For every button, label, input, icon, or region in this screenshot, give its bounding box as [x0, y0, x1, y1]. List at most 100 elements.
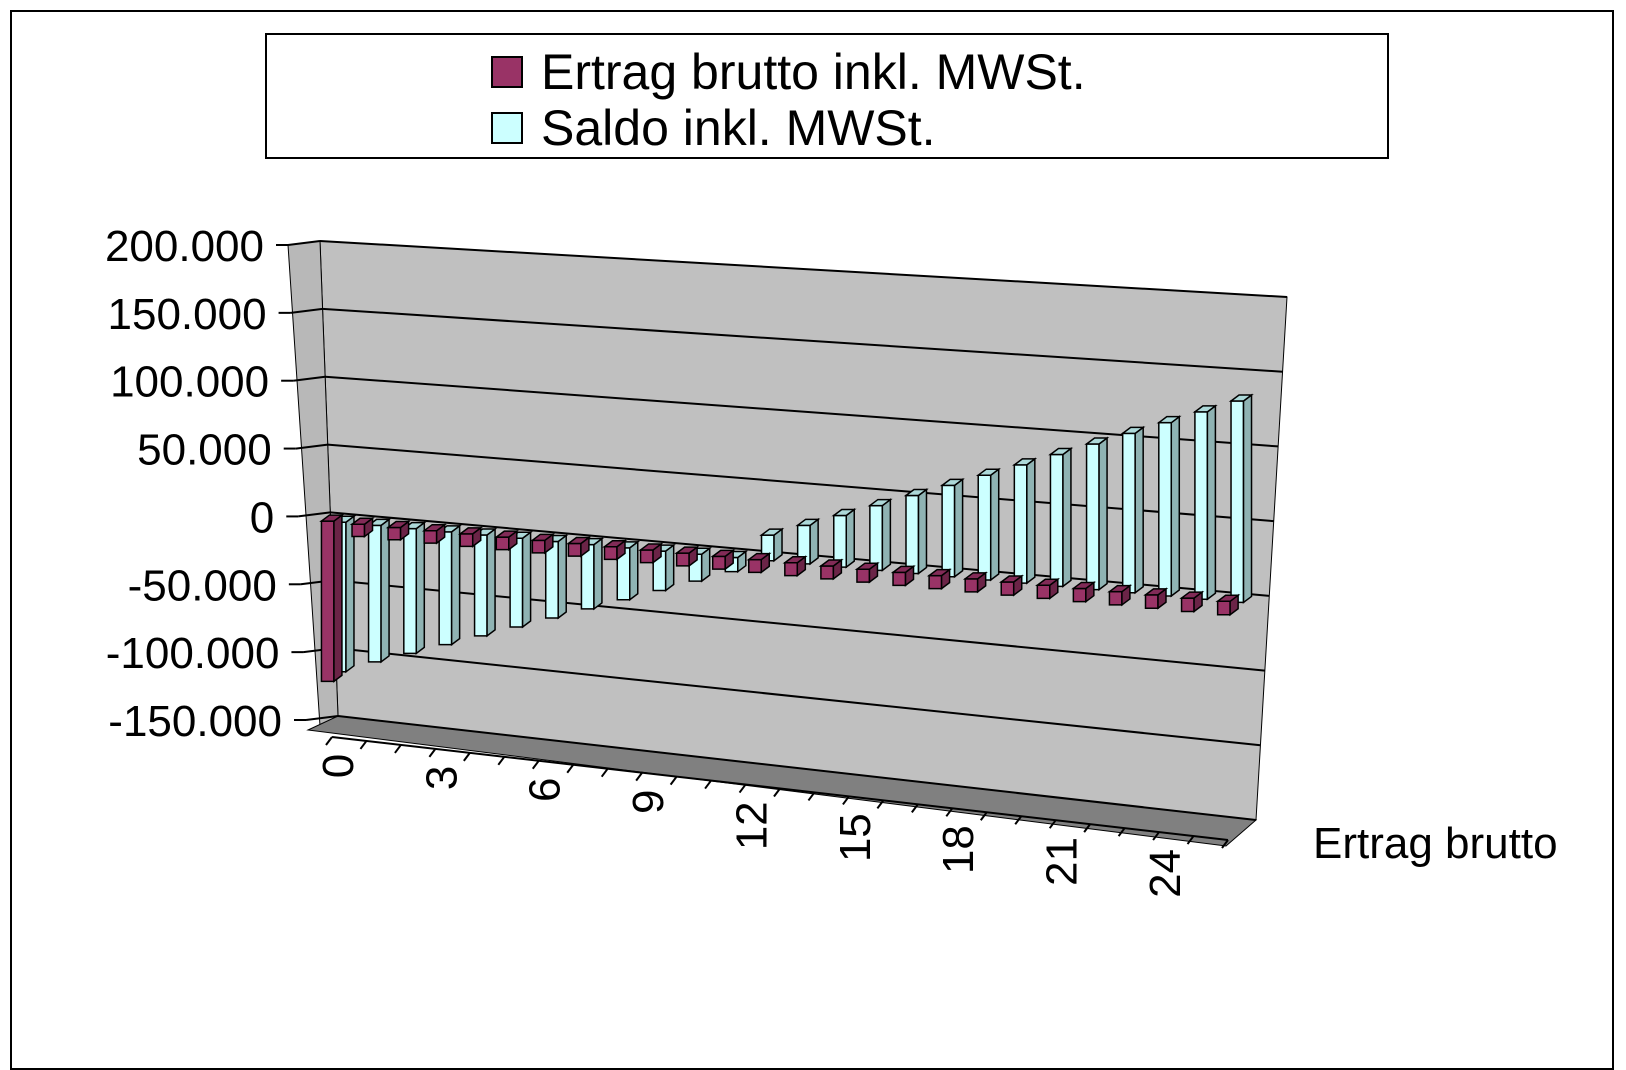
bar-ertrag-6: [530, 532, 556, 555]
x-tick-mark: [1186, 835, 1195, 845]
bar-ertrag-0: [319, 513, 345, 683]
bar-saldo-19: [1012, 457, 1038, 585]
bar-ertrag-25: [1215, 593, 1241, 617]
chart-area: Ertrag brutto inkl. MWSt. Saldo inkl. MW…: [10, 10, 1614, 1070]
bar-ertrag-9: [638, 542, 664, 565]
y-tick-label: 200.000: [105, 222, 264, 271]
x-tick-label: 9: [624, 789, 673, 813]
x-tick-mark: [1048, 819, 1057, 829]
y-tick-label: -100.000: [106, 629, 280, 678]
bar-saldo-23: [1156, 415, 1182, 598]
bar-ertrag-13: [782, 555, 808, 578]
bar-saldo-20: [1048, 446, 1074, 588]
bar-ertrag-17: [926, 568, 952, 591]
gridline: [319, 240, 1288, 298]
x-tick-mark: [394, 744, 402, 754]
bar-ertrag-11: [710, 548, 736, 571]
x-tick-mark: [911, 803, 919, 813]
x-axis-title: Ertrag brutto: [1313, 819, 1558, 868]
x-tick-mark: [635, 772, 643, 782]
x-tick-mark: [738, 783, 747, 794]
bar-ertrag-16: [890, 564, 916, 587]
bar-saldo-5: [507, 530, 533, 629]
x-tick-mark: [842, 795, 850, 806]
bar-ertrag-10: [674, 545, 700, 568]
side-gridline: [290, 307, 323, 314]
bar-ertrag-7: [566, 536, 592, 558]
x-tick-label: 15: [831, 813, 880, 862]
y-tick-label: -150.000: [108, 697, 282, 746]
bar-saldo-16: [903, 488, 929, 576]
legend-item-ertrag: Ertrag brutto inkl. MWSt.: [491, 47, 1086, 97]
bar-ertrag-12: [746, 552, 772, 574]
bar-saldo-2: [401, 521, 427, 655]
bar-ertrag-2: [385, 519, 411, 542]
x-tick-mark: [1221, 839, 1229, 849]
gridline: [325, 375, 1279, 448]
x-tick-mark: [669, 776, 678, 786]
bar-ertrag-19: [998, 574, 1024, 597]
x-tick-label: 6: [521, 778, 570, 802]
x-tick-mark: [876, 799, 885, 809]
x-tick-mark: [1083, 823, 1091, 833]
bar-ertrag-23: [1143, 587, 1169, 610]
gridline: [322, 307, 1283, 373]
bar-saldo-15: [867, 498, 893, 572]
bar-ertrag-18: [962, 571, 988, 594]
x-tick-mark: [773, 787, 781, 798]
x-tick-mark: [359, 740, 368, 750]
bar-ertrag-5: [494, 529, 520, 552]
bar-ertrag-20: [1035, 577, 1061, 600]
x-tick-mark: [1014, 815, 1023, 825]
x-tick-mark: [531, 760, 540, 770]
bar-saldo-8: [615, 540, 641, 602]
y-tick-label: 150.000: [108, 290, 267, 339]
bar-saldo-3: [436, 524, 462, 647]
x-tick-label: 24: [1141, 849, 1190, 898]
y-tick-label: -50.000: [128, 561, 277, 610]
bar-ertrag-15: [854, 561, 880, 584]
x-tick-mark: [807, 791, 816, 802]
side-gridline: [305, 715, 339, 721]
x-tick-mark: [428, 748, 437, 758]
bar-ertrag-24: [1179, 590, 1205, 613]
bar-ertrag-4: [457, 526, 483, 548]
x-tick-label: 21: [1038, 837, 1087, 886]
legend-swatch-ertrag: [491, 56, 523, 88]
gridline: [335, 647, 1261, 747]
bar-ertrag-14: [818, 558, 844, 581]
side-gridline: [293, 375, 326, 382]
x-tick-mark: [566, 764, 575, 774]
x-tick-mark: [463, 752, 471, 762]
side-gridline: [287, 240, 321, 246]
bar-saldo-4: [472, 527, 498, 638]
legend-label-ertrag: Ertrag brutto inkl. MWSt.: [541, 44, 1086, 100]
x-tick-mark: [600, 768, 609, 778]
side-gridline: [295, 443, 328, 450]
gridline: [337, 715, 1257, 821]
x-tick-label: 18: [934, 825, 983, 874]
bar-saldo-13: [795, 517, 821, 566]
bar-saldo-22: [1120, 425, 1146, 595]
bar-ertrag-8: [602, 539, 628, 561]
side-gridline: [298, 511, 331, 518]
x-tick-mark: [497, 756, 506, 766]
x-tick-label: 0: [314, 754, 363, 778]
bar-saldo-25: [1228, 393, 1254, 604]
bar-ertrag-3: [421, 523, 447, 545]
bar-ertrag-21: [1071, 580, 1097, 604]
x-tick-mark: [704, 779, 712, 790]
x-tick-label: 12: [727, 801, 776, 850]
bar-saldo-21: [1084, 436, 1110, 592]
legend-label-saldo: Saldo inkl. MWSt.: [541, 100, 936, 156]
bar-saldo-7: [579, 537, 605, 611]
legend-swatch-saldo: [491, 112, 523, 144]
x-tick-mark: [1117, 827, 1126, 837]
bar-ertrag-22: [1107, 584, 1133, 607]
x-tick-mark: [979, 811, 988, 821]
legend: Ertrag brutto inkl. MWSt. Saldo inkl. MW…: [265, 33, 1389, 159]
x-tick-mark: [945, 807, 954, 817]
gridline: [327, 443, 1274, 523]
legend-item-saldo: Saldo inkl. MWSt.: [491, 103, 936, 153]
